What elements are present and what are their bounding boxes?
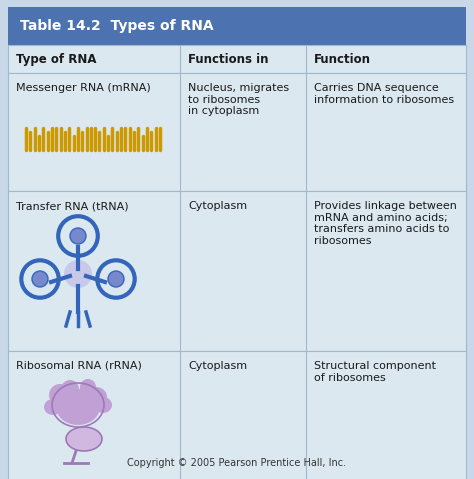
Text: Table 14.2  Types of RNA: Table 14.2 Types of RNA: [20, 19, 214, 33]
Ellipse shape: [80, 379, 96, 395]
Ellipse shape: [94, 397, 112, 413]
Text: Transfer RNA (tRNA): Transfer RNA (tRNA): [16, 201, 128, 211]
Text: Provides linkage between
mRNA and amino acids;
transfers amino acids to
ribosome: Provides linkage between mRNA and amino …: [314, 201, 457, 246]
Bar: [8, 7, 466, 45]
Text: Messenger RNA (mRNA): Messenger RNA (mRNA): [16, 83, 151, 93]
Bar: [8, 73, 466, 191]
Text: Functions in: Functions in: [188, 53, 268, 66]
Text: Copyright © 2005 Pearson Prentice Hall, Inc.: Copyright © 2005 Pearson Prentice Hall, …: [128, 458, 346, 468]
Ellipse shape: [49, 384, 71, 406]
Text: Carries DNA sequence
information to ribosomes: Carries DNA sequence information to ribo…: [314, 83, 454, 104]
Ellipse shape: [44, 399, 62, 415]
Bar: [8, 191, 466, 351]
Text: Structural component
of ribosomes: Structural component of ribosomes: [314, 361, 436, 383]
Bar: [8, 351, 466, 479]
Text: Type of RNA: Type of RNA: [16, 53, 97, 66]
Ellipse shape: [64, 260, 92, 288]
Text: Nucleus, migrates
to ribosomes
in cytoplasm: Nucleus, migrates to ribosomes in cytopl…: [188, 83, 289, 116]
Ellipse shape: [56, 389, 100, 425]
Text: Function: Function: [314, 53, 371, 66]
Ellipse shape: [85, 387, 107, 407]
Circle shape: [32, 271, 48, 287]
Text: Ribosomal RNA (rRNA): Ribosomal RNA (rRNA): [16, 361, 142, 371]
Ellipse shape: [61, 380, 79, 398]
Circle shape: [70, 228, 86, 244]
Text: Cytoplasm: Cytoplasm: [188, 361, 247, 371]
Circle shape: [108, 271, 124, 287]
Ellipse shape: [66, 427, 102, 451]
Bar: [8, 45, 466, 73]
Text: Cytoplasm: Cytoplasm: [188, 201, 247, 211]
